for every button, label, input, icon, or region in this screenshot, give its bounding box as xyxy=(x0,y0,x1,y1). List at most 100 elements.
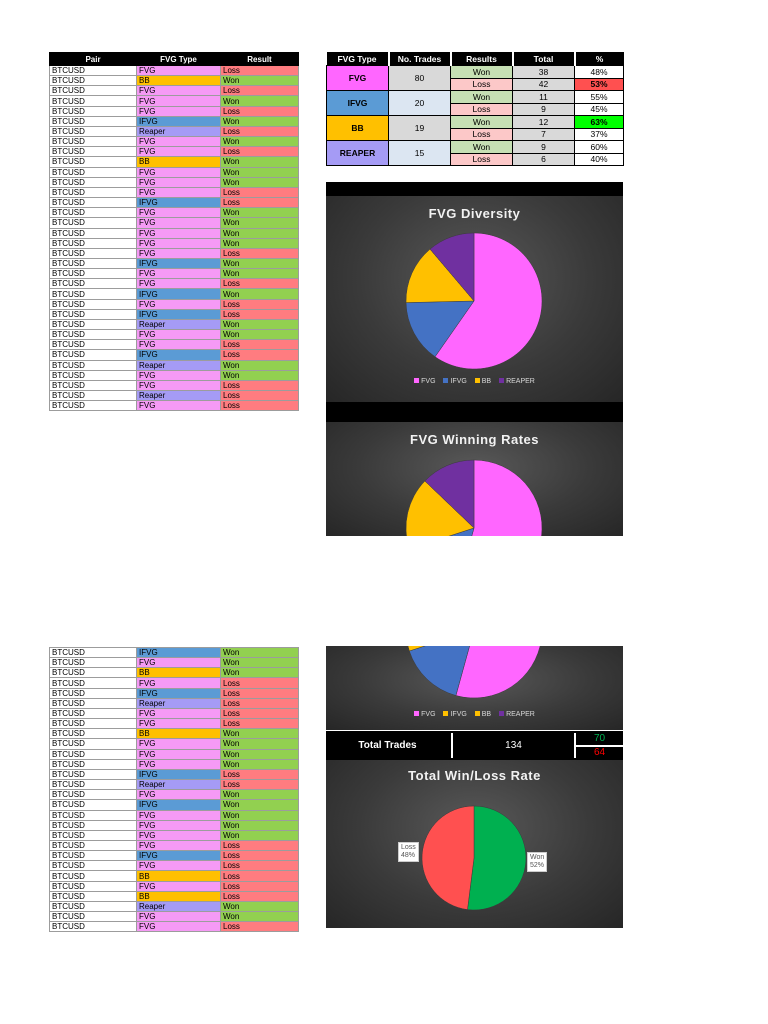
total-trades-label: Total Trades xyxy=(358,740,417,751)
legend-entry-bb: BB xyxy=(474,711,491,718)
cell-pair: BTCUSD xyxy=(49,166,137,178)
cell-pair: BTCUSD xyxy=(49,738,137,750)
summary-trade-count: 15 xyxy=(388,140,451,166)
legend-swatch xyxy=(499,711,505,716)
table-row: BTCUSD BB Won xyxy=(49,156,299,168)
cell-fvg-type: FVG xyxy=(136,166,221,178)
header-pair: Pair xyxy=(49,52,137,66)
table-row: BTCUSD BB Won xyxy=(49,75,299,87)
cell-fvg-type: IFVG xyxy=(136,349,221,361)
summary-won-label: Won xyxy=(450,115,513,129)
summary-loss-label: Loss xyxy=(450,77,513,91)
table-row: BTCUSD FVG Loss xyxy=(49,379,299,392)
cell-pair: BTCUSD xyxy=(49,789,137,801)
pie-total-win-loss xyxy=(421,805,527,911)
legend-entry-bb: BB xyxy=(474,378,491,385)
cell-pair: BTCUSD xyxy=(49,268,137,280)
chart-legend: FVG IFVG BB REAPER xyxy=(326,711,623,718)
cell-pair: BTCUSD xyxy=(49,339,137,351)
cell-pair: BTCUSD xyxy=(49,870,137,882)
table-row: BTCUSD BB Loss xyxy=(49,890,299,902)
table-row: BTCUSD Reaper Loss xyxy=(49,125,299,138)
summary-row-won: IFVG 20 Won 11 55% xyxy=(326,90,624,116)
cell-fvg-type: FVG xyxy=(136,369,221,381)
cell-result: Loss xyxy=(220,687,299,699)
table-row: BTCUSD FVG Loss xyxy=(49,64,299,77)
table-row: BTCUSD FVG Won xyxy=(49,136,299,148)
cell-result: Won xyxy=(220,288,299,300)
pie-slice-fvg xyxy=(471,459,543,536)
summary-loss-percent: 45% xyxy=(574,102,624,116)
cell-pair: BTCUSD xyxy=(49,697,137,709)
table-row: BTCUSD FVG Won xyxy=(49,227,299,239)
table-row: BTCUSD IFVG Won xyxy=(49,288,299,300)
summary-type-bb: BB xyxy=(326,115,389,141)
cell-fvg-type: FVG xyxy=(136,789,221,801)
table-row: BTCUSD FVG Won xyxy=(49,176,299,188)
cell-result: Loss xyxy=(220,186,299,199)
chart-total-win-loss: Total Win/Loss Rate Loss 48% Won 52% xyxy=(326,760,623,928)
cell-result: Loss xyxy=(220,278,299,290)
cell-pair: BTCUSD xyxy=(49,278,137,290)
cell-pair: BTCUSD xyxy=(49,389,137,402)
summary-won-total: 11 xyxy=(512,90,575,104)
table-row: BTCUSD FVG Loss xyxy=(49,718,299,730)
cell-result: Won xyxy=(220,217,299,229)
table-row: BTCUSD IFVG Loss xyxy=(49,197,299,209)
cell-fvg-type: Reaper xyxy=(136,359,221,371)
cell-pair: BTCUSD xyxy=(49,197,137,209)
cell-fvg-type: FVG xyxy=(136,657,221,669)
cell-result: Won xyxy=(220,809,299,821)
cell-pair: BTCUSD xyxy=(49,728,137,740)
cell-result: Loss xyxy=(220,247,299,259)
cell-pair: BTCUSD xyxy=(49,369,137,381)
cell-result: Won xyxy=(220,318,299,331)
cell-result: Won xyxy=(220,728,299,740)
table-row: BTCUSD IFVG Loss xyxy=(49,308,299,320)
summary-row-loss: Loss 7 37% xyxy=(327,127,624,141)
cell-pair: BTCUSD xyxy=(49,115,137,127)
cell-result: Loss xyxy=(220,779,299,791)
table-row: BTCUSD IFVG Loss xyxy=(49,850,299,862)
table-row: BTCUSD FVG Won xyxy=(49,819,299,831)
total-trades-bar: Total Trades 134 70 64 xyxy=(326,731,623,760)
table-row: BTCUSD FVG Won xyxy=(49,789,299,801)
cell-result: Loss xyxy=(220,105,299,117)
cell-pair: BTCUSD xyxy=(49,329,137,341)
cell-fvg-type: Reaper xyxy=(136,779,221,791)
summary-row-won: FVG 80 Won 38 48% xyxy=(326,65,624,91)
pie-fvg-winning-rates xyxy=(405,459,543,536)
cell-result: Won xyxy=(220,799,299,811)
cell-pair: BTCUSD xyxy=(49,85,137,97)
total-trades-value: 134 xyxy=(451,733,576,758)
table-row: BTCUSD Reaper Loss xyxy=(49,697,299,709)
table-row: BTCUSD FVG Loss xyxy=(49,707,299,720)
cell-result: Loss xyxy=(220,146,299,158)
summary-type-ifvg: IFVG xyxy=(326,90,389,116)
cell-result: Won xyxy=(220,136,299,148)
cell-pair: BTCUSD xyxy=(49,677,137,689)
summary-won-percent: 55% xyxy=(574,90,624,104)
header-fvg-type: FVG Type xyxy=(136,52,221,66)
cell-fvg-type: FVG xyxy=(136,64,221,77)
legend-label: FVG xyxy=(421,711,436,718)
summary-loss-percent: 53% xyxy=(574,77,624,91)
cell-result: Won xyxy=(220,738,299,750)
table-row: BTCUSD IFVG Won xyxy=(49,799,299,811)
cell-pair: BTCUSD xyxy=(49,75,137,87)
pie-fvg-winning-rates-lower xyxy=(407,646,541,699)
cell-pair: BTCUSD xyxy=(49,257,137,270)
cell-fvg-type: IFVG xyxy=(136,288,221,300)
cell-result: Won xyxy=(220,819,299,831)
cell-pair: BTCUSD xyxy=(49,217,137,229)
legend-label: FVG xyxy=(421,378,436,385)
legend-label: IFVG xyxy=(450,378,467,385)
summary-header: FVG Type No. Trades Results Total % xyxy=(326,52,624,66)
cell-pair: BTCUSD xyxy=(49,308,137,320)
cell-fvg-type: FVG xyxy=(136,880,221,892)
summary-loss-label: Loss xyxy=(450,102,513,116)
data-label-loss: Loss 48% xyxy=(398,842,419,862)
cell-fvg-type: FVG xyxy=(136,829,221,841)
cell-fvg-type: IFVG xyxy=(136,257,221,270)
cell-result: Won xyxy=(220,667,299,679)
